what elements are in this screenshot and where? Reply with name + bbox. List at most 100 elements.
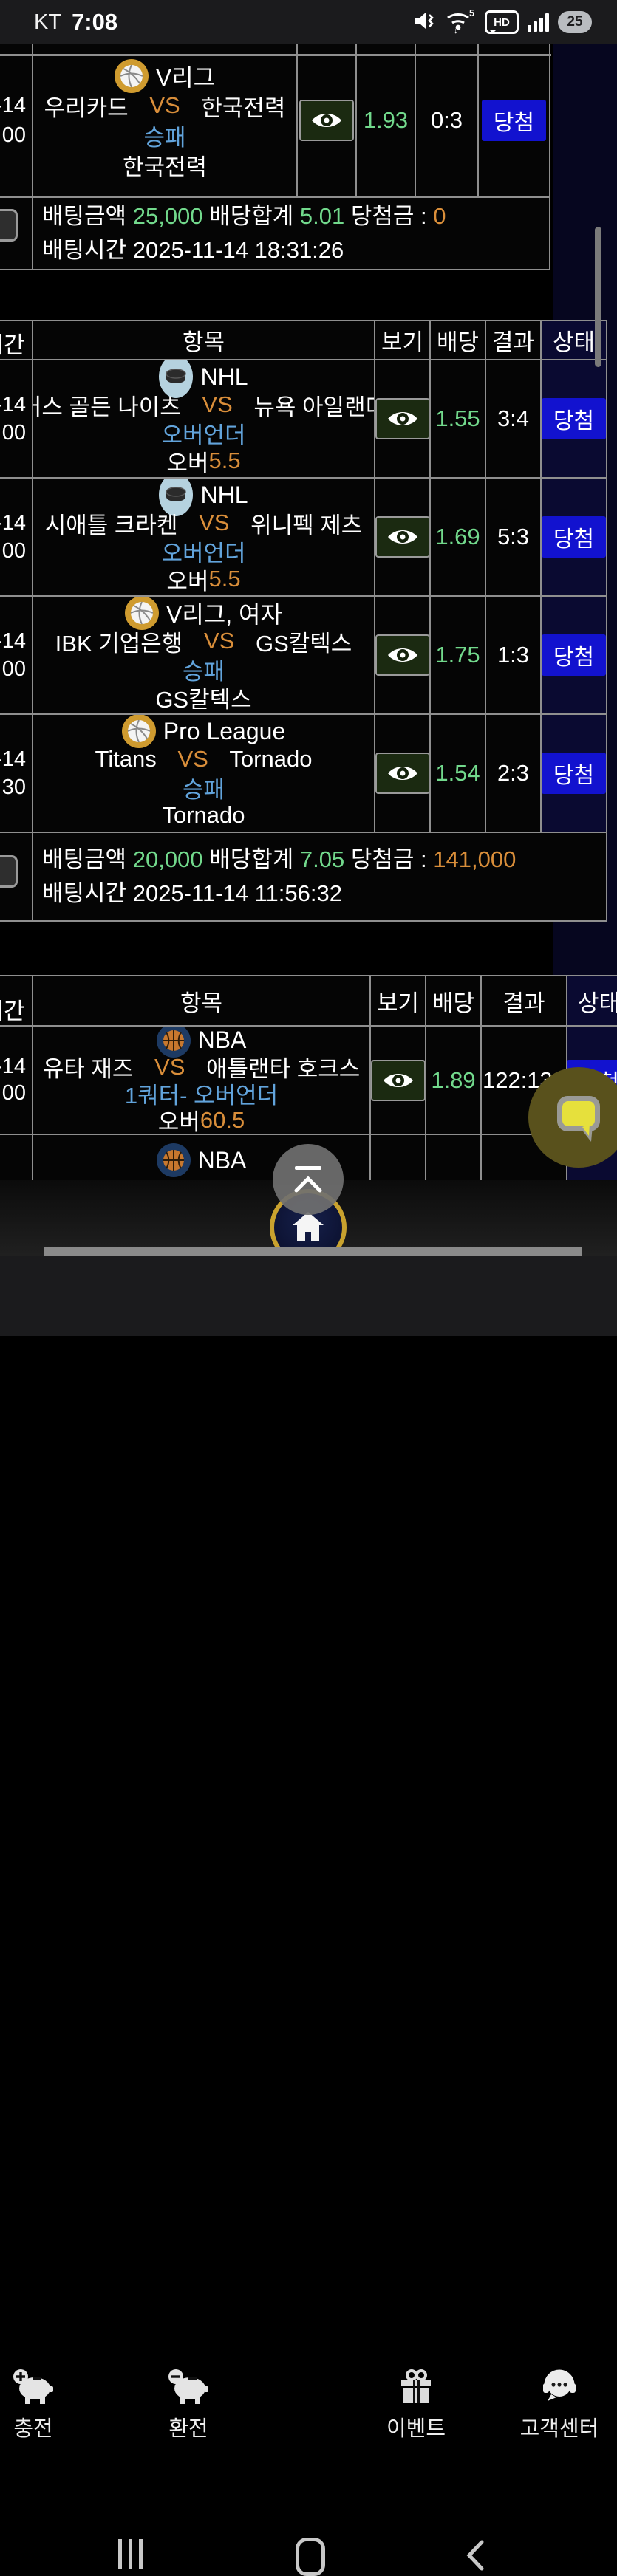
view-button[interactable] — [375, 634, 429, 676]
view-button[interactable] — [375, 516, 429, 558]
nav-label: 충전 — [13, 2417, 53, 2441]
header-time: 시간 — [0, 975, 33, 1027]
header-item: 항목 — [33, 320, 375, 360]
bet-summary: 배팅금액 25,000 배당합계 5.01 당첨금 : 0 배팅시간 2025-… — [33, 198, 550, 270]
view-button[interactable] — [371, 1059, 425, 1101]
recents-button[interactable] — [118, 2539, 143, 2569]
scroll-to-top-button[interactable] — [273, 1144, 344, 1215]
scroll-top-bar — [295, 1165, 321, 1170]
market-label: 승패 — [143, 124, 186, 151]
prize-value: 0 — [433, 203, 446, 229]
android-nav-bar — [0, 1256, 617, 2576]
bet-amount-value: 25,000 — [132, 203, 203, 229]
header-view: 보기 — [375, 320, 431, 360]
nav-item-support[interactable]: 고객센터 — [514, 2368, 605, 2442]
view-button[interactable] — [375, 398, 429, 439]
battery-icon: 25 — [558, 11, 592, 33]
bet-item-cell: V리그, 여자 IBK 기업은행 VS GS칼텍스 승패 GS칼텍스 — [33, 597, 375, 715]
nav-label: 이벤트 — [386, 2417, 446, 2441]
prize-value: 141,000 — [433, 846, 517, 872]
svg-text:↓↑: ↓↑ — [454, 27, 462, 34]
view-cell — [298, 44, 357, 198]
pick-label: 한국전력 — [122, 154, 208, 180]
result-value: 2:3 — [486, 715, 542, 833]
header-result: 결과 — [482, 975, 567, 1027]
header-result: 결과 — [486, 320, 542, 360]
hd-voice-icon: HD — [485, 10, 519, 34]
nav-item-events[interactable]: 이벤트 — [384, 2368, 448, 2442]
odds-value: 1.69 — [431, 479, 486, 597]
select-checkbox[interactable] — [0, 855, 18, 888]
piggy-bank-minus-icon — [167, 2368, 210, 2410]
volleyball-icon — [114, 59, 149, 93]
league-name: NHL — [200, 363, 248, 390]
nav-item-deposit[interactable]: 충전 — [1, 2368, 65, 2442]
back-button[interactable] — [466, 2539, 485, 2575]
odds-value: 1.54 — [431, 715, 486, 833]
odds-value: 1.75 — [431, 597, 486, 715]
bet-time-cell: -14 00 — [0, 44, 33, 198]
vs-label: VS — [149, 92, 180, 118]
select-checkbox[interactable] — [0, 209, 18, 242]
basketball-icon — [156, 1143, 191, 1177]
bet-item-cell: V리그 우리카드 VS 한국전력 승패 한국전력 — [33, 44, 298, 198]
bet-slip-table-1: -14 00 V리그 우리카드 VS 한국전력 승패 한국전력 1.93 0:3… — [0, 44, 550, 270]
win-badge: 당첨 — [542, 398, 606, 439]
odds-total-value: 5.01 — [299, 203, 345, 229]
chevron-up-icon — [294, 1175, 322, 1192]
volleyball-icon — [125, 597, 160, 630]
nav-scroll-indicator — [44, 1247, 582, 1256]
nav-item-withdraw[interactable]: 환전 — [157, 2368, 220, 2442]
gift-icon — [396, 2368, 436, 2410]
league-name: NHL — [200, 481, 248, 508]
win-badge: 당첨 — [481, 100, 547, 141]
odds-total-value: 7.05 — [299, 846, 345, 872]
clock: 7:08 — [72, 9, 118, 35]
view-button[interactable] — [375, 753, 429, 794]
hockey-puck-icon — [159, 360, 194, 398]
result-value: 0:3 — [416, 44, 479, 198]
piggy-bank-plus-icon — [12, 2368, 55, 2410]
header-item: 항목 — [33, 975, 371, 1027]
result-value: 1:3 — [486, 597, 542, 715]
result-value: 5:3 — [486, 479, 542, 597]
home-team: 우리카드 — [44, 95, 129, 121]
bet-item-cell: Pro League Titans VS Tornado 승패 Tornado — [33, 715, 375, 833]
chat-fab-button[interactable] — [528, 1067, 617, 1168]
bet-time-value: 2025-11-14 11:56:32 — [132, 880, 342, 906]
view-button[interactable] — [299, 100, 354, 141]
header-odds: 배당 — [431, 320, 486, 360]
header-time: 시간 — [0, 320, 33, 360]
carrier-label: KT — [34, 10, 62, 34]
headset-chat-icon — [539, 2368, 580, 2410]
result-value: 3:4 — [486, 360, 542, 479]
header-status: 상태 — [567, 975, 617, 1027]
basketball-icon — [156, 1027, 191, 1058]
odds-value: 1.89 — [426, 1027, 482, 1135]
header-view: 보기 — [371, 975, 426, 1027]
bet-amount-value: 20,000 — [132, 846, 203, 872]
table-divider — [0, 54, 551, 56]
header-odds: 배당 — [426, 975, 482, 1027]
status-cell: 당첨 — [479, 44, 550, 198]
status-bar: KT 7:08 5 ↓↑ HD 25 — [0, 0, 617, 44]
android-home-button[interactable] — [296, 2538, 325, 2576]
scrollbar[interactable] — [595, 227, 601, 367]
odds-value: 1.55 — [431, 360, 486, 479]
win-badge: 당첨 — [542, 516, 606, 558]
wifi-icon: 5 ↓↑ — [445, 7, 476, 38]
bet-item-cell: NBA 유타 재즈 VS 애틀랜타 호크스 1쿼터- 오버언더 오버 60.5 — [33, 1027, 371, 1135]
volleyball-icon — [121, 715, 156, 748]
svg-text:5: 5 — [469, 7, 474, 18]
league-name: V리그, 여자 — [166, 601, 282, 628]
mute-icon — [412, 9, 436, 36]
bet-summary: 배팅금액 20,000 배당합계 7.05 당첨금 : 141,000 배팅시간… — [33, 833, 607, 922]
league-name: NBA — [197, 1027, 247, 1053]
bet-item-cell: NHL 시애틀 크라켄 VS 위니펙 제츠 오버언더 오버 5.5 — [33, 479, 375, 597]
